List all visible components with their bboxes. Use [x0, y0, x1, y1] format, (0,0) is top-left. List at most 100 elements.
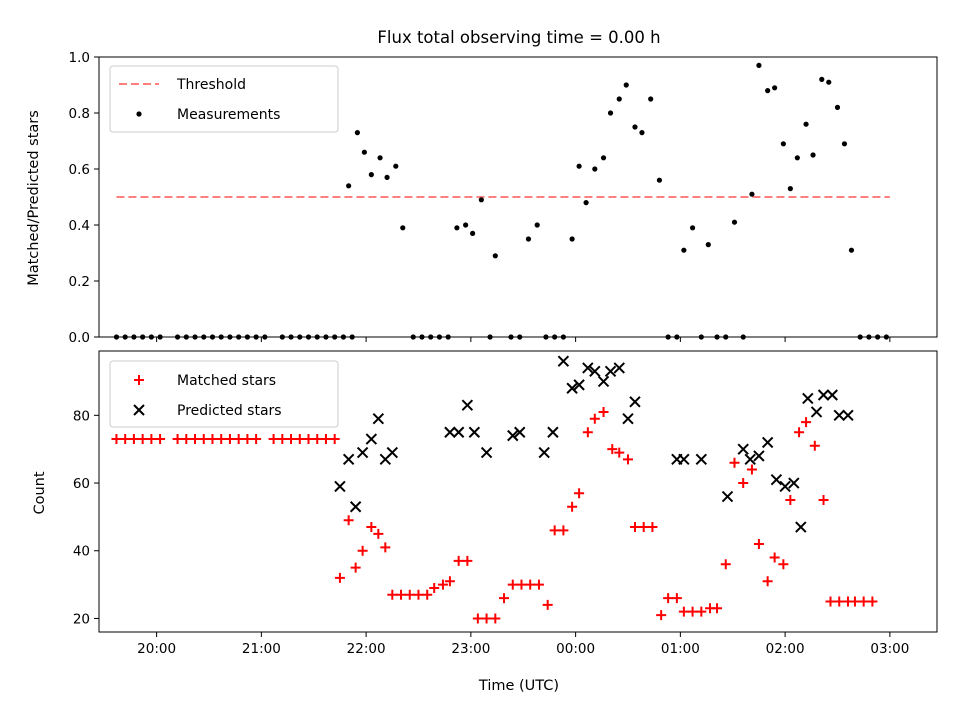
measurement-point [122, 334, 128, 340]
matched-star-point [542, 599, 553, 610]
measurement-point [583, 200, 589, 206]
measurement-point [201, 334, 207, 340]
legend-threshold-label: Threshold [176, 77, 246, 93]
legend-box [109, 65, 339, 133]
matched-star-point [350, 562, 361, 573]
matched-star-point [638, 522, 649, 533]
y-tick-label: 40 [73, 544, 90, 560]
predicted-star-point [480, 446, 493, 459]
matched-star-point [437, 579, 448, 590]
measurement-point [323, 334, 329, 340]
measurement-point [674, 334, 680, 340]
matched-star-point [574, 488, 585, 499]
measurement-point [883, 334, 889, 340]
measurement-point [648, 96, 654, 102]
measurement-point [592, 166, 598, 172]
matched-star-point [242, 434, 253, 445]
x-tick-label: 22:00 [347, 641, 386, 657]
measurement-point [803, 121, 809, 127]
predicted-star-point [817, 389, 830, 401]
matched-star-point [128, 434, 139, 445]
matched-star-point [533, 579, 544, 590]
predicted-star-point [826, 389, 838, 401]
measurement-point [140, 334, 146, 340]
x-tick-label: 20:00 [137, 641, 176, 657]
legend-measurement-label: Measurements [177, 107, 280, 123]
matched-star-point [396, 589, 407, 600]
predicted-star-point [589, 365, 601, 378]
legend-matched-swatch [134, 375, 144, 385]
matched-star-point [656, 610, 667, 621]
legend-matched-label: Matched stars [177, 373, 276, 389]
measurement-point [810, 152, 816, 158]
predicted-star-point [613, 362, 625, 374]
matched-star-point [753, 538, 764, 549]
measurement-point [218, 334, 224, 340]
measurement-point [714, 334, 720, 340]
measurement-point [576, 163, 582, 169]
measurement-point [262, 334, 268, 340]
matched-star-point [687, 606, 698, 617]
predicted-star-point [365, 433, 378, 445]
predicted-star-point [744, 453, 756, 466]
matched-star-point [120, 434, 131, 445]
measurement-point [780, 141, 786, 147]
matched-star-point [277, 434, 288, 445]
y-tick-label: 0.6 [69, 162, 90, 178]
predicted-star-point [604, 365, 617, 378]
x-tick-label: 23:00 [451, 641, 490, 657]
measurement-point [445, 334, 451, 340]
predicted-star-point [468, 426, 481, 438]
matched-star-point [357, 545, 368, 556]
matched-star-point [481, 613, 492, 624]
measurement-point [492, 253, 498, 259]
matched-star-point [453, 555, 464, 566]
predicted-star-point [622, 413, 634, 425]
matched-star-point [607, 444, 618, 455]
predicted-star-point [566, 382, 578, 394]
measurement-point [794, 155, 800, 161]
matched-star-point [809, 440, 820, 451]
measurement-point [349, 334, 355, 340]
measurement-point [623, 82, 629, 88]
matched-star-point [216, 434, 227, 445]
measurement-point [346, 183, 352, 189]
measurement-point [772, 85, 778, 91]
matched-star-point [343, 515, 354, 526]
matched-star-point [746, 464, 757, 475]
measurement-point [279, 334, 285, 340]
x-tick-label: 00:00 [556, 641, 595, 657]
measurement-point [209, 334, 216, 340]
bottom-panel: 20 40 60 80 20:00 21:00 22:00 23:00 00:00 01:00 02… [73, 350, 938, 657]
measurement-point [314, 334, 320, 340]
matched-star-point [373, 528, 384, 539]
matched-star-point [422, 589, 433, 600]
matched-star-point [320, 434, 331, 445]
matched-star-point [146, 434, 157, 445]
measurement-point [639, 130, 645, 136]
measurement-point [192, 334, 198, 340]
measurement-point [174, 334, 181, 340]
measurement-point [731, 219, 738, 225]
predicted-star-point [788, 477, 800, 489]
measurement-point [819, 76, 825, 82]
matched-star-point [801, 417, 812, 428]
measurement-point [600, 155, 607, 161]
matched-star-point [663, 593, 674, 604]
matched-star-point [251, 434, 262, 445]
predicted-star-point [678, 453, 690, 466]
x-tick-label: 02:00 [766, 641, 805, 657]
measurement-point [525, 236, 532, 242]
measurement-point [569, 236, 575, 242]
matched-star-point [181, 434, 192, 445]
predicted-star-point [386, 446, 399, 459]
legend-measurement-swatch [136, 111, 142, 117]
measurement-point [410, 334, 416, 340]
predicted-star-point [538, 446, 550, 459]
matched-star-point [738, 478, 749, 489]
matched-star-point [825, 596, 836, 607]
legend-box [109, 360, 339, 428]
matched-star-point [525, 579, 536, 590]
measurement-point [384, 174, 390, 180]
